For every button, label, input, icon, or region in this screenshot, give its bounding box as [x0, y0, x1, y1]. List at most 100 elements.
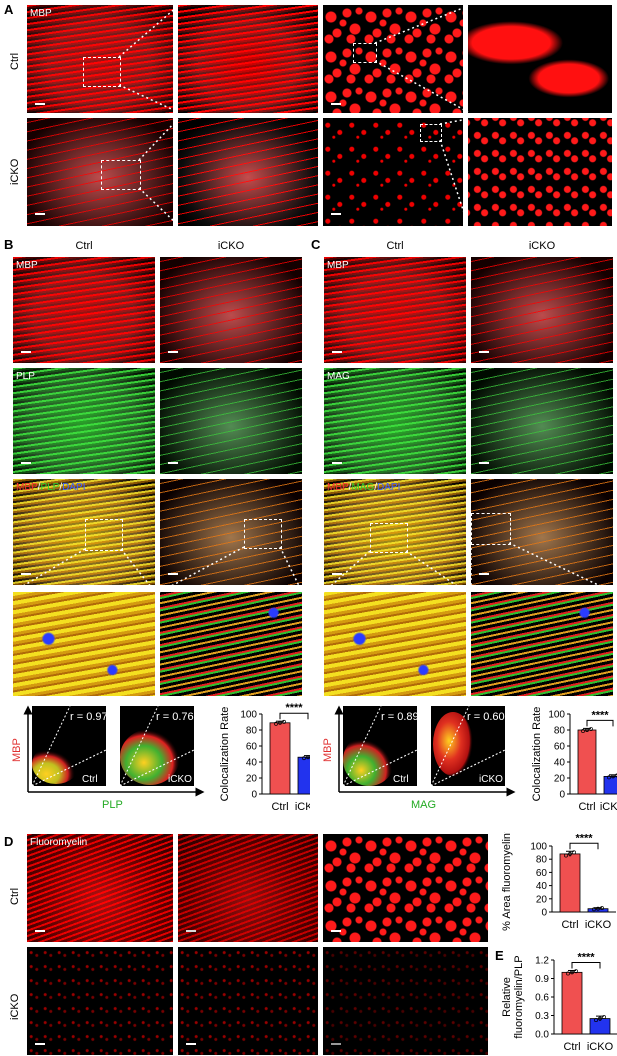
micrograph-b-zoom-icko: [160, 592, 302, 696]
zoom-region: [101, 160, 141, 190]
y-tick-label: 0: [541, 908, 547, 919]
micrograph-a-icko-cross-zoom: [468, 118, 612, 226]
significance-stars: ****: [575, 832, 593, 844]
scale-bar: [332, 462, 342, 464]
scale-bar: [332, 573, 342, 575]
row-label-ctrl-d: Ctrl: [9, 887, 21, 905]
micrograph-d-ctrl-3: [323, 834, 488, 942]
significance-bracket: [569, 842, 599, 850]
data-point: [596, 906, 600, 911]
data-point: [592, 907, 596, 912]
micrograph-c-zoom-icko: [471, 592, 613, 696]
micrograph-b-plp-ctrl: PLP: [13, 368, 155, 474]
data-point: [574, 969, 578, 974]
scatter-xlabel-c: MAG: [411, 799, 436, 810]
micrograph-d-ctrl-1: Fluoromyelin: [27, 834, 173, 942]
micrograph-c-mag-ctrl: MAG: [324, 368, 466, 474]
scatter-b: r = 0.97 r = 0.76 Ctrl iCKO MBP PLP: [11, 705, 205, 810]
stain-label-mbp: MBP: [30, 8, 52, 19]
data-point: [594, 1018, 598, 1023]
y-tick-label: 80: [554, 726, 566, 737]
scale-bar: [168, 462, 178, 464]
micrograph-c-mag-icko: [471, 368, 613, 474]
micrograph-d-icko-3: [323, 947, 488, 1055]
y-tick-label: 40: [554, 758, 566, 769]
scale-bar: [35, 1043, 45, 1045]
y-tick-label: 20: [536, 894, 548, 905]
zoom-region: [353, 43, 377, 63]
scatter-label-icko: iCKO: [168, 774, 192, 785]
data-point: [615, 773, 617, 778]
scale-bar: [331, 1043, 341, 1045]
micrograph-a-icko-zoom: [178, 118, 318, 226]
x-tick-label: Ctrl: [561, 919, 578, 931]
x-tick-label: iCKO: [585, 919, 612, 931]
bar-icko: [297, 756, 310, 795]
significance-bracket: [571, 961, 601, 969]
data-point: [589, 727, 593, 731]
y-tick-label: 100: [240, 710, 257, 721]
data-point: [585, 728, 589, 732]
scale-bar: [479, 351, 489, 353]
data-point: [278, 720, 282, 725]
zoom-region: [370, 523, 408, 553]
y-tick-label: 1.2: [535, 956, 549, 967]
micrograph-a-ctrl-zoom: [178, 5, 318, 113]
data-point: [572, 850, 576, 855]
data-point: [581, 729, 585, 733]
row-label-icko-d: iCKO: [9, 993, 21, 1020]
bar-chart-d: 0 20 40 60 80 100 Ctrl iCKO **** % Area fluoromye…: [501, 832, 616, 931]
micrograph-b-zoom-ctrl: [13, 592, 155, 696]
y-tick-label: 0.6: [535, 993, 549, 1004]
y-tick-label: 100: [548, 710, 565, 721]
data-point: [302, 756, 306, 761]
micrograph-c-mbp-icko: [471, 257, 613, 363]
y-tick-label: 0: [559, 790, 565, 801]
y-tick-label: 40: [536, 881, 548, 892]
stain-label: PLP: [16, 371, 35, 382]
r-icko-c: r = 0.60: [467, 711, 505, 723]
data-point: [607, 775, 611, 780]
zoom-region: [85, 519, 123, 551]
scatter-label-ctrl: Ctrl: [82, 774, 98, 785]
scatter-label-ctrl: Ctrl: [393, 774, 409, 785]
y-axis-label: Colocalization Rate: [531, 707, 543, 802]
micrograph-b-mbp-ctrl: MBP: [13, 257, 155, 363]
y-tick-label: 100: [530, 842, 547, 853]
y-tick-label: 20: [246, 774, 258, 785]
micrograph-a-ctrl-cross: [323, 5, 463, 113]
panel-letter-d: D: [4, 834, 14, 849]
micrograph-d-icko-2: [178, 947, 318, 1055]
data-point: [564, 853, 568, 858]
data-point: [566, 971, 570, 976]
scatter-label-icko: iCKO: [479, 774, 503, 785]
micrograph-c-zoom-ctrl: [324, 592, 466, 696]
scale-bar: [21, 351, 31, 353]
scale-bar: [186, 1043, 196, 1045]
r-ctrl-c: r = 0.89: [381, 711, 419, 723]
scale-bar: [21, 462, 31, 464]
micrograph-b-mbp-icko: [160, 257, 302, 363]
micrograph-a-icko-overview: [27, 118, 173, 226]
y-axis-label-line2: fluoromyelin/PLP: [513, 955, 525, 1038]
x-tick-label: Ctrl: [271, 801, 288, 813]
y-tick-label: 80: [246, 726, 258, 737]
y-tick-label: 20: [554, 774, 566, 785]
col-label-ctrl-b: Ctrl: [75, 240, 93, 252]
micrograph-c-merge-icko: [471, 479, 613, 585]
micrograph-a-ctrl-cross-zoom: [468, 5, 612, 113]
scale-bar: [35, 930, 45, 932]
data-point: [611, 774, 615, 779]
zoom-region: [471, 513, 511, 545]
panel-letter-a: A: [4, 2, 14, 17]
x-tick-label: Ctrl: [563, 1041, 580, 1053]
bar-ctrl: [559, 853, 581, 913]
x-tick-label: iCKO: [587, 1041, 614, 1053]
r-icko-b: r = 0.76: [156, 711, 194, 723]
bar-icko: [603, 776, 617, 795]
micrograph-a-ctrl-overview: MBP: [27, 5, 173, 113]
micrograph-b-merge-ctrl: MBP/PLP/DAPI: [13, 479, 155, 585]
scale-bar: [331, 103, 341, 105]
y-tick-label: 0: [251, 790, 257, 801]
